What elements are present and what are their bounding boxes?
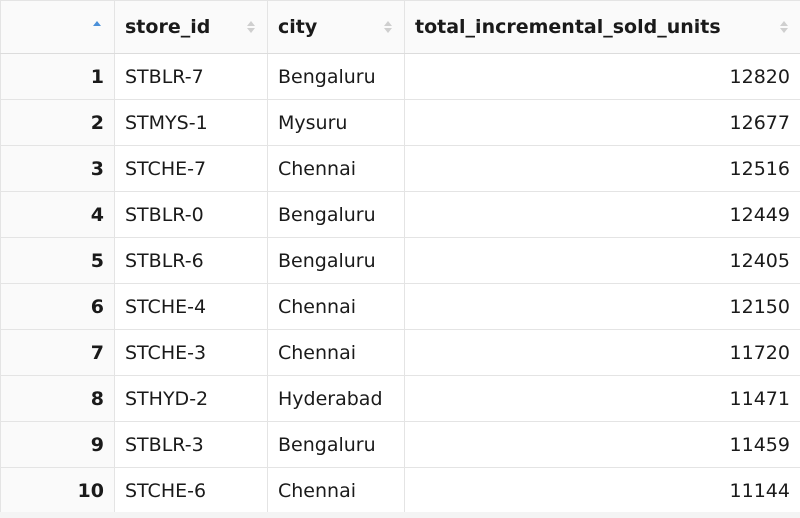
cell-units: 11720: [404, 329, 800, 376]
cell-store-id: STCHE-3: [114, 329, 268, 376]
table-row[interactable]: 3 STCHE-7 Chennai 12516: [0, 145, 800, 192]
cell-store-id: STCHE-4: [114, 283, 268, 330]
table-body: 1 STBLR-7 Bengaluru 12820 2 STMYS-1 Mysu…: [0, 53, 800, 514]
table-row[interactable]: 10 STCHE-6 Chennai 11144: [0, 467, 800, 514]
cell-store-id: STCHE-7: [114, 145, 268, 192]
header-store-id-label: store_id: [125, 16, 211, 38]
sort-arrows-icon[interactable]: [384, 21, 392, 33]
cell-city: Chennai: [267, 283, 405, 330]
table-row[interactable]: 6 STCHE-4 Chennai 12150: [0, 283, 800, 330]
cell-store-id: STMYS-1: [114, 99, 268, 146]
cell-city: Chennai: [267, 329, 405, 376]
cell-units: 12150: [404, 283, 800, 330]
cell-city: Bengaluru: [267, 237, 405, 284]
cell-city: Hyderabad: [267, 375, 405, 422]
cell-store-id: STBLR-7: [114, 53, 268, 100]
table-row[interactable]: 9 STBLR-3 Bengaluru 11459: [0, 421, 800, 468]
sort-ascending-icon[interactable]: [93, 21, 101, 33]
row-number: 8: [0, 375, 115, 422]
cell-store-id: STHYD-2: [114, 375, 268, 422]
row-number: 2: [0, 99, 115, 146]
table-footer-gap: [0, 512, 800, 518]
row-number: 5: [0, 237, 115, 284]
row-number: 10: [0, 467, 115, 514]
cell-city: Bengaluru: [267, 191, 405, 238]
table-row[interactable]: 7 STCHE-3 Chennai 11720: [0, 329, 800, 376]
sort-arrows-icon[interactable]: [247, 21, 255, 33]
cell-city: Chennai: [267, 145, 405, 192]
cell-store-id: STBLR-3: [114, 421, 268, 468]
cell-units: 12516: [404, 145, 800, 192]
cell-city: Bengaluru: [267, 421, 405, 468]
row-number: 9: [0, 421, 115, 468]
cell-units: 11459: [404, 421, 800, 468]
row-number: 1: [0, 53, 115, 100]
row-number: 6: [0, 283, 115, 330]
header-store-id[interactable]: store_id: [114, 0, 268, 54]
header-row: store_id city total_incremental_sold_uni…: [0, 0, 800, 54]
cell-units: 12820: [404, 53, 800, 100]
row-number: 4: [0, 191, 115, 238]
cell-store-id: STCHE-6: [114, 467, 268, 514]
sort-arrows-icon[interactable]: [780, 21, 788, 33]
cell-units: 11471: [404, 375, 800, 422]
table-row[interactable]: 5 STBLR-6 Bengaluru 12405: [0, 237, 800, 284]
row-number: 7: [0, 329, 115, 376]
table-header: store_id city total_incremental_sold_uni…: [0, 0, 800, 54]
table-row[interactable]: 2 STMYS-1 Mysuru 12677: [0, 99, 800, 146]
cell-city: Mysuru: [267, 99, 405, 146]
table-row[interactable]: 4 STBLR-0 Bengaluru 12449: [0, 191, 800, 238]
cell-units: 12405: [404, 237, 800, 284]
cell-units: 12677: [404, 99, 800, 146]
row-number: 3: [0, 145, 115, 192]
header-rownum[interactable]: [0, 0, 115, 54]
cell-city: Bengaluru: [267, 53, 405, 100]
cell-city: Chennai: [267, 467, 405, 514]
cell-units: 12449: [404, 191, 800, 238]
table-row[interactable]: 8 STHYD-2 Hyderabad 11471: [0, 375, 800, 422]
header-total-incremental-sold-units[interactable]: total_incremental_sold_units: [404, 0, 800, 54]
cell-units: 11144: [404, 467, 800, 514]
cell-store-id: STBLR-6: [114, 237, 268, 284]
table-row[interactable]: 1 STBLR-7 Bengaluru 12820: [0, 53, 800, 100]
cell-store-id: STBLR-0: [114, 191, 268, 238]
header-city[interactable]: city: [267, 0, 405, 54]
header-total-incremental-sold-units-label: total_incremental_sold_units: [415, 16, 721, 38]
header-city-label: city: [278, 16, 318, 38]
